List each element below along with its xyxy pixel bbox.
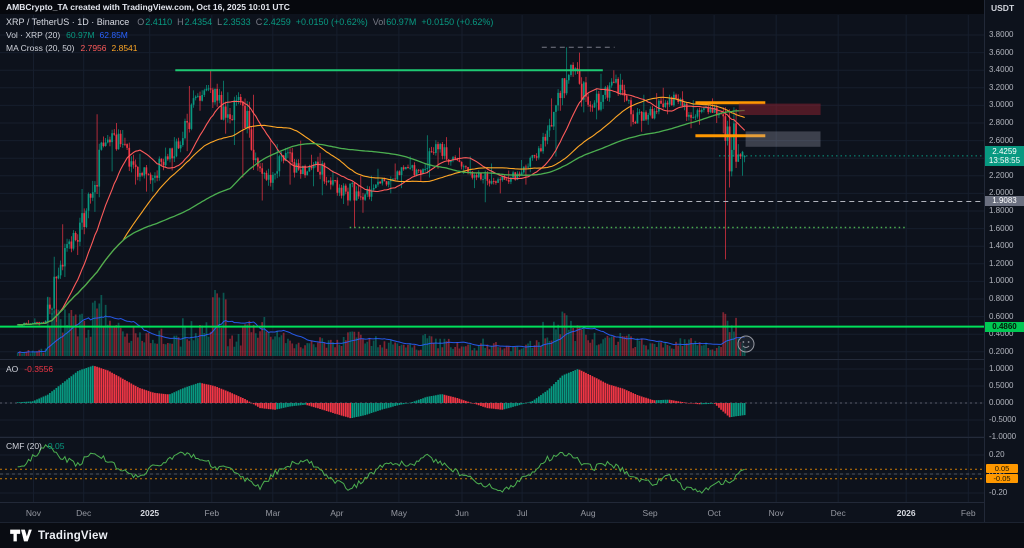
axis-tick-label: 0.8000: [989, 294, 1014, 303]
axis-tick-label: 3.0000: [989, 100, 1014, 110]
axis-tick-label: 1.2000: [989, 258, 1014, 268]
time-axis-label: Nov: [25, 508, 42, 518]
price-axis[interactable]: USDT 2.4259 13:58:55 1.9083 0.4860 0.05 …: [984, 0, 1024, 522]
axis-tick-label: 0.6000: [989, 311, 1014, 321]
volume-indicator-value: 60.97M: [66, 29, 95, 40]
axis-tick-label: 1.0000: [989, 364, 1014, 373]
axis-tick-label: -0.20: [989, 488, 1008, 497]
axis-tick-label: 0.4000: [989, 329, 1014, 339]
ohlc-open-label: O: [137, 16, 145, 27]
symbol-legend-row[interactable]: XRP / TetherUS · 1D · Binance O 2.4110 H…: [6, 15, 498, 28]
ma20-value: 2.7956: [80, 42, 107, 53]
axis-tick-label: 1.8000: [989, 206, 1014, 215]
time-axis-label: 2026: [896, 508, 916, 518]
axis-tick-label: 2.8000: [989, 118, 1014, 127]
cmf-value: 0.05: [47, 440, 65, 451]
ohlc-close-value: 2.4259: [263, 16, 291, 27]
time-axis-label: Dec: [76, 508, 92, 518]
cmf-lower-band-label: -0.05: [986, 474, 1018, 483]
volume-indicator-title: Vol · XRP (20): [6, 29, 61, 40]
axis-tick-label: 1.6000: [989, 223, 1014, 233]
emoji-sticker[interactable]: [737, 335, 755, 353]
cmf-upper-band-label: 0.05: [986, 464, 1018, 473]
volume-overlay: [16, 290, 746, 356]
ao-pane: [0, 365, 985, 419]
ohlc-close-label: C: [255, 16, 263, 27]
ma-cross-title: MA Cross (20, 50): [6, 42, 75, 53]
tradingview-wordmark[interactable]: TradingView: [38, 529, 108, 542]
ao-legend-row[interactable]: AO -0.3556: [6, 362, 58, 375]
axis-tick-label: 1.4000: [989, 241, 1014, 251]
axis-tick-label: 3.8000: [989, 30, 1014, 39]
axis-tick-label: 0.5000: [989, 381, 1014, 390]
candlestick-series: [16, 47, 746, 327]
price-change-2: +0.0150 (+0.62%): [421, 16, 494, 27]
time-axis-label: Apr: [330, 508, 344, 518]
currency-label: USDT: [991, 3, 1015, 13]
time-axis-label: Aug: [580, 508, 596, 518]
axis-tick-label: 0.0000: [989, 398, 1014, 407]
time-axis-label: Dec: [830, 508, 846, 518]
volume-value: 60.97M: [386, 16, 417, 27]
cmf-pane: [0, 443, 985, 494]
drawings-layer: [0, 46, 985, 328]
time-axis-label: Jul: [516, 508, 528, 518]
ohlc-high-label: H: [177, 16, 184, 27]
time-axis-label: Feb: [204, 508, 220, 518]
bottom-toolbar: TradingView: [0, 522, 1024, 548]
axis-tick-label: 2.2000: [989, 170, 1014, 180]
ohlc-low-label: L: [217, 16, 223, 27]
tradingview-logo-icon[interactable]: [10, 528, 32, 543]
last-price-label: 2.4259 13:58:55: [985, 146, 1024, 166]
time-axis[interactable]: Nov Dec 2025 Feb Mar Apr May Jun Jul Aug Sep Oct Nov…: [0, 502, 985, 523]
axis-tick-label: 3.2000: [989, 82, 1014, 92]
time-axis-label: Nov: [768, 508, 784, 518]
axis-tick-label: -0.5000: [989, 415, 1017, 424]
bar-countdown: 13:58:55: [988, 156, 1021, 165]
time-axis-label: Oct: [707, 508, 721, 518]
axis-tick-label: 3.6000: [989, 47, 1014, 57]
header-strip: [0, 0, 1024, 14]
axis-tick-label: 0.00: [989, 469, 1005, 479]
time-axis-label: 2025: [140, 508, 160, 518]
ohlc-high-value: 2.4354: [184, 16, 213, 27]
volume-ma-value: 62.85M: [99, 29, 128, 40]
axis-tick-label: 0.20: [989, 450, 1005, 459]
ao-title: AO: [6, 363, 19, 374]
time-axis-label: Sep: [642, 508, 658, 518]
axis-tick-label: -1.0000: [989, 432, 1017, 441]
axis-tick-label: 1.0000: [989, 276, 1014, 286]
legend: XRP / TetherUS · 1D · Binance O 2.4110 H…: [6, 15, 498, 54]
time-axis-label: May: [390, 508, 407, 518]
cmf-legend-row[interactable]: CMF (20) 0.05: [6, 439, 69, 452]
symbol-title[interactable]: XRP / TetherUS · 1D · Binance: [6, 16, 130, 27]
ao-value: -0.3556: [24, 363, 54, 374]
volume-legend-row[interactable]: Vol · XRP (20) 60.97M 62.85M: [6, 28, 498, 41]
cmf-title: CMF (20): [6, 440, 42, 451]
price-level-label-2: 0.4860: [985, 322, 1024, 332]
time-axis-label: Feb: [960, 508, 976, 518]
axis-tick-label: 3.4000: [989, 65, 1014, 75]
price-change: +0.0150 (+0.62%): [295, 16, 368, 27]
time-axis-label: Mar: [265, 508, 281, 518]
price-level-label-1: 1.9083: [985, 196, 1024, 206]
axis-tick-label: 0.2000: [989, 346, 1014, 356]
attribution-text: AMBCrypto_TA created with TradingView.co…: [6, 2, 290, 12]
axis-tick-label: 2.6000: [989, 135, 1014, 145]
ma-cross-legend-row[interactable]: MA Cross (20, 50) 2.7956 2.8541: [6, 41, 498, 54]
axis-tick-label: 2.0000: [989, 188, 1014, 198]
ohlc-open-value: 2.4110: [145, 16, 173, 27]
last-price-value: 2.4259: [992, 147, 1017, 156]
volume-label: Vol: [372, 16, 386, 27]
time-axis-label: Jun: [455, 508, 469, 518]
ohlc-low-value: 2.3533: [223, 16, 251, 27]
ma50-value: 2.8541: [111, 42, 138, 53]
